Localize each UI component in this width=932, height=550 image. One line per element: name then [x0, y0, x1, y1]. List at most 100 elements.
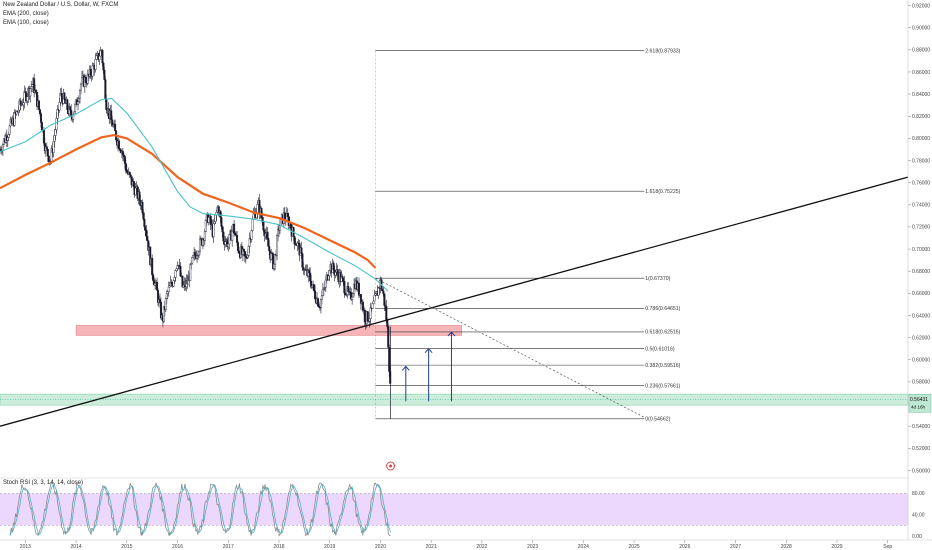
candle-body — [382, 290, 385, 294]
fib-level-label: 1(0.67370) — [645, 276, 670, 282]
y-tick-label: 0.62000 — [912, 335, 930, 341]
candle-body — [352, 293, 355, 298]
candle-body — [125, 170, 128, 173]
rsi-legend: Stoch RSI (3, 3, 14, 14, close) — [3, 480, 84, 486]
candle-body — [128, 171, 131, 176]
candle-body — [267, 237, 270, 247]
y-tick-label: 0.50000 — [912, 468, 930, 474]
candle-body — [374, 293, 377, 296]
y-tick-label: 0.84000 — [912, 92, 930, 98]
x-tick-label: 2021 — [426, 544, 437, 550]
candle-body — [172, 280, 175, 287]
candle-body — [203, 231, 206, 241]
candle-body — [7, 134, 10, 138]
y-tick-label: 0.78000 — [912, 158, 930, 164]
candle-body — [386, 320, 389, 327]
candle-body — [66, 99, 69, 110]
fib-level-label: 0.5(0.61016) — [645, 346, 675, 352]
candle-body — [242, 248, 245, 252]
candle-body — [98, 55, 101, 60]
candle-body — [234, 232, 237, 235]
candle-body — [228, 234, 231, 245]
candle-body — [361, 301, 364, 311]
candle-body — [102, 62, 105, 71]
fib-level-label: 0(0.54662) — [645, 417, 670, 423]
candle-body — [231, 230, 234, 241]
candle-body — [134, 187, 137, 196]
candle-body — [17, 109, 20, 112]
ema-lines — [0, 97, 389, 292]
candle-body — [204, 220, 207, 232]
candle-body — [152, 274, 155, 281]
fib-level-label: 0.786(0.64651) — [645, 306, 680, 312]
rsi-tick-label: 80.00 — [912, 491, 925, 497]
candle-body — [311, 285, 314, 288]
y-tick-label: 0.90000 — [912, 25, 930, 31]
candle-body — [30, 86, 33, 89]
candle-body — [387, 326, 390, 348]
candle-body — [123, 156, 126, 164]
candle-body — [91, 65, 94, 77]
stoch-k-line — [9, 481, 391, 537]
candle-body — [357, 282, 360, 296]
candle-body — [237, 242, 240, 252]
x-tick-label: 2029 — [831, 544, 842, 550]
candle-body — [250, 230, 253, 240]
candle-body — [366, 311, 369, 322]
y-tick-label: 0.68000 — [912, 269, 930, 275]
candle-body — [260, 207, 263, 218]
candle-body — [8, 125, 11, 135]
y-tick-label: 0.60000 — [912, 358, 930, 364]
arrow-head-icon — [424, 347, 433, 354]
candle-body — [388, 347, 391, 372]
candle-body — [373, 295, 376, 302]
candle-body — [341, 276, 344, 279]
candle-body — [336, 269, 339, 275]
candle-body — [212, 223, 215, 237]
candle-body — [84, 77, 87, 83]
candle-body — [368, 318, 371, 322]
x-tick-label: 2013 — [20, 544, 31, 550]
candle-body — [132, 181, 135, 187]
candle-body — [369, 307, 372, 320]
ema100-legend: EMA (100, close) — [3, 20, 49, 26]
candle-body — [332, 262, 335, 271]
candle-body — [13, 112, 16, 126]
x-tick-label: 2014 — [71, 544, 82, 550]
candle-body — [63, 92, 66, 100]
x-tick-label: 2027 — [730, 544, 741, 550]
candle-body — [233, 223, 236, 234]
candle-body — [321, 288, 324, 296]
candle-body — [247, 246, 250, 256]
x-tick-label: Sep — [883, 544, 892, 550]
candle-body — [236, 235, 239, 243]
candle-body — [23, 91, 26, 103]
candle-body — [118, 140, 121, 150]
candle-body — [167, 286, 170, 292]
fib-level-label: 0.236(0.57661) — [645, 383, 680, 389]
candle-body — [52, 141, 55, 153]
x-tick-label: 2028 — [781, 544, 792, 550]
candle-body — [154, 282, 157, 286]
candle-body — [293, 236, 296, 245]
support-zone — [0, 393, 909, 406]
candle-body — [363, 309, 366, 323]
candle-body — [224, 241, 227, 245]
fib-level-label: 1.618(0.75225) — [645, 189, 680, 195]
candle-body — [377, 287, 380, 296]
candle-body — [227, 243, 230, 248]
y-tick-label: 0.64000 — [912, 313, 930, 319]
stoch-rsi-pane — [0, 477, 908, 537]
candle-body — [146, 236, 149, 241]
drawn-lines — [0, 176, 909, 427]
fib-level-label: 2.618(0.87933) — [645, 48, 680, 54]
candle-body — [143, 218, 146, 227]
candle-body — [78, 89, 81, 99]
candle-body — [38, 109, 41, 115]
candle-body — [221, 226, 224, 233]
candle-body — [264, 233, 267, 237]
candle-body — [105, 98, 108, 110]
candle-body — [55, 118, 58, 130]
price-badge-value: 0.56431 — [910, 397, 928, 403]
